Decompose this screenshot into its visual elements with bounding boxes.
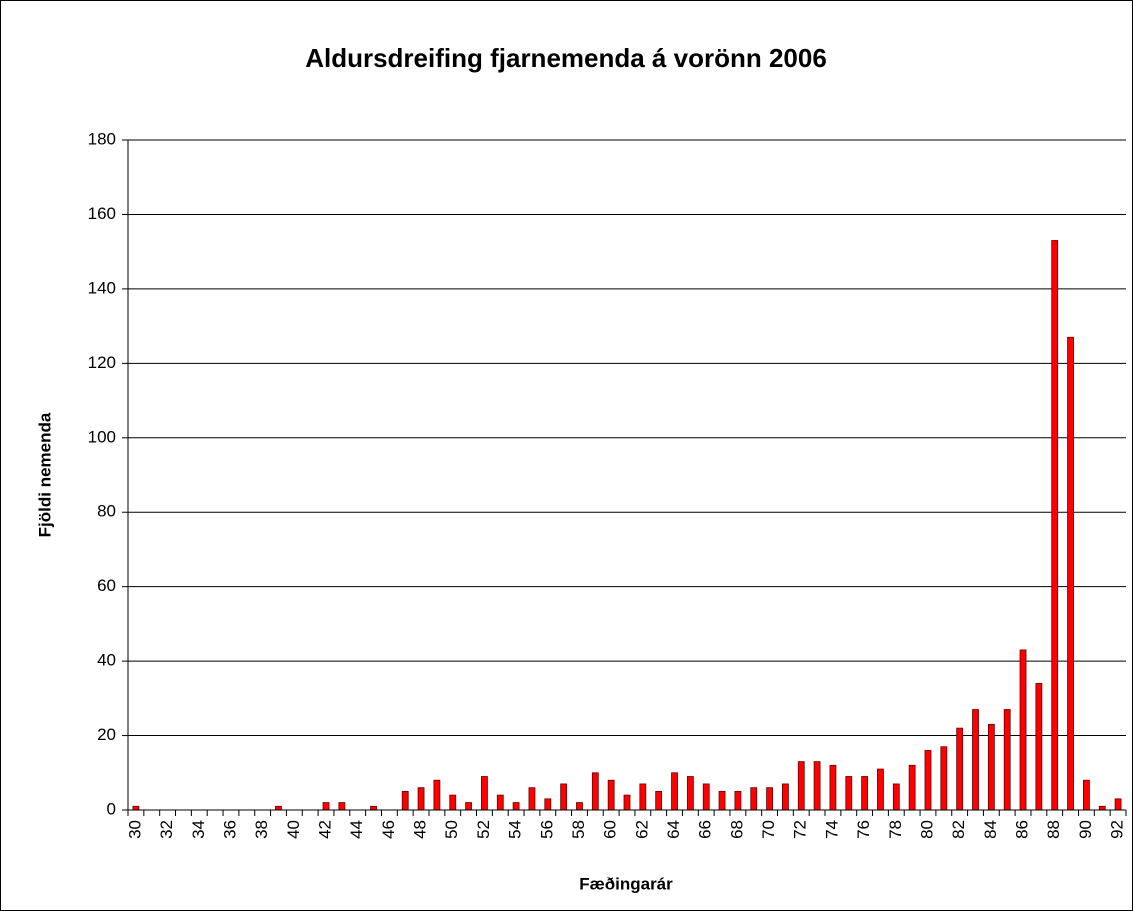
y-axis-label: Fjöldi nemenda [35,412,54,537]
y-tick-label: 180 [88,129,116,148]
bar [702,783,710,811]
bar [845,776,853,811]
x-tick-label: 90 [1076,820,1095,839]
x-tick-label: 36 [220,820,239,839]
x-axis-label: Fæðingarár [579,874,673,893]
bar [481,776,488,811]
bar [576,802,583,811]
x-tick-label: 82 [949,820,968,839]
bar [433,779,441,811]
x-tick-label: 50 [442,820,461,839]
bar [417,787,425,811]
x-tick-label: 54 [506,820,525,839]
bar [1051,240,1059,811]
bar [908,764,916,811]
bar [718,790,726,811]
x-tick-label: 40 [284,820,303,839]
x-tick-label: 68 [727,820,746,839]
bar [766,787,773,811]
y-tick-label: 0 [107,799,116,818]
bar [829,764,837,811]
x-tick-label: 60 [601,820,620,839]
x-tick-label: 72 [791,820,810,839]
y-tick-label: 100 [88,427,116,446]
bar [370,805,377,811]
bar [1003,709,1011,811]
bar [275,805,282,811]
x-tick-label: 88 [1044,820,1063,839]
bar [972,709,979,811]
x-tick-label: 32 [157,820,176,839]
x-tick-label: 46 [379,820,398,839]
bar [1019,649,1027,811]
bar [1082,779,1090,811]
x-tick-label: 66 [696,820,715,839]
bar [560,783,568,811]
y-tick-label: 160 [88,204,116,223]
x-tick-label: 58 [569,820,588,839]
bar [132,805,140,811]
bar [750,787,758,811]
x-tick-label: 74 [822,820,841,839]
y-tick-label: 60 [97,576,116,595]
bar [671,772,678,811]
x-tick-label: 76 [854,820,873,839]
x-tick-label: 64 [664,820,683,839]
bar [734,790,742,811]
chart-title: Aldursdreifing fjarnemenda á vorönn 2006 [305,43,827,73]
bar [924,750,932,811]
y-tick-label: 20 [97,725,116,744]
bar [782,783,789,811]
bar [987,723,995,811]
bar [639,783,647,811]
bar [877,768,884,811]
bar [401,790,409,811]
x-tick-label: 34 [189,820,208,839]
y-tick-label: 80 [97,502,116,521]
bar [940,746,948,811]
x-tick-label: 52 [474,820,493,839]
y-tick-label: 140 [88,278,116,297]
bar [322,802,330,811]
bar [655,790,663,811]
x-tick-label: 44 [347,820,366,839]
bar [1035,683,1043,811]
x-tick-label: 86 [1013,820,1032,839]
x-tick-label: 62 [632,820,651,839]
y-tick-label: 120 [88,353,116,372]
x-tick-label: 30 [125,820,144,839]
bar [512,802,520,811]
bar [623,794,631,811]
bar [956,727,964,811]
bar [449,794,457,811]
bar [338,802,346,811]
y-tick-label: 40 [97,651,116,670]
x-tick-label: 48 [411,820,430,839]
x-tick-label: 70 [759,820,778,839]
x-tick-label: 92 [1108,820,1127,839]
bar [528,787,536,811]
x-tick-label: 78 [886,820,905,839]
bar [465,802,472,811]
bar [1114,798,1122,811]
bar [686,776,694,811]
bar [797,761,805,811]
x-tick-label: 84 [981,820,1000,839]
bar [861,776,869,811]
bar [607,779,615,811]
x-tick-label: 38 [252,820,271,839]
bar [1067,336,1074,811]
bar [1098,805,1106,811]
bar [496,794,504,811]
x-tick-label: 42 [316,820,335,839]
bar [892,783,900,811]
bar [544,798,552,811]
bar [591,772,599,811]
x-tick-label: 80 [917,820,936,839]
bar [813,761,821,811]
x-tick-label: 56 [537,820,556,839]
